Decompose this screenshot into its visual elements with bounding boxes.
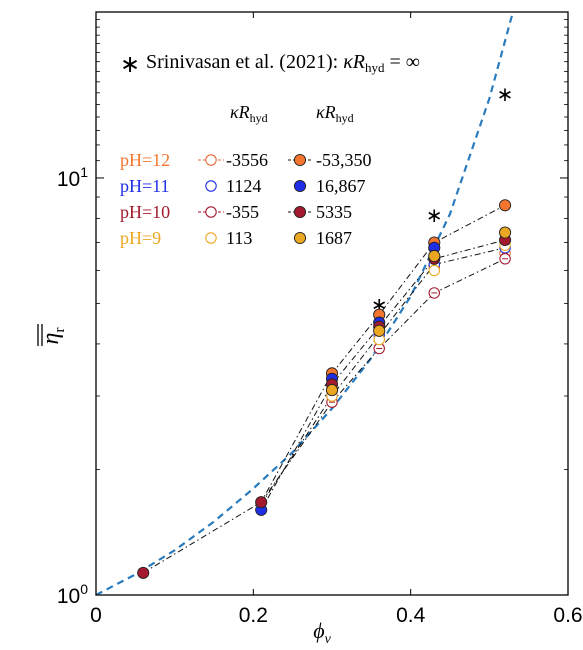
legend-filled-value: -53,350 — [316, 150, 372, 170]
legend-open-value: 1124 — [226, 176, 261, 196]
y-axis-label: ηr — [37, 324, 68, 346]
data-point — [499, 226, 512, 239]
legend-open-value: -3556 — [226, 150, 268, 170]
annotation-kappa: κ — [343, 51, 353, 73]
annotation-sub: hyd — [365, 60, 385, 75]
annotation-suffix: = ∞ — [385, 51, 421, 73]
data-point — [325, 384, 339, 397]
legend-filled-marker — [293, 153, 307, 167]
plot-frame — [95, 11, 569, 596]
legend-open-marker — [205, 180, 217, 192]
data-point — [428, 249, 441, 263]
x-tick-label: 0 — [90, 604, 102, 627]
y-tick-label: 100 — [57, 581, 88, 608]
data-point — [428, 264, 441, 277]
axis-ticks-layer: 0 0.2 0.4 0.6 100 101 — [57, 11, 583, 627]
annotation-marker: ∗ — [120, 51, 140, 78]
legend-open-marker — [205, 206, 217, 218]
y-tick-label: 101 — [57, 164, 88, 191]
data-point — [499, 199, 512, 212]
annotation-r: R — [352, 51, 365, 73]
legend-open-value: 113 — [226, 228, 252, 248]
legend-ph-label: pH=12 — [120, 150, 170, 170]
annotation-prefix: Srinivasan et al. (2021): — [146, 51, 343, 73]
legend-filled-marker — [293, 205, 307, 219]
x-tick-label: 0.2 — [239, 604, 268, 627]
legend-open-marker — [205, 154, 217, 166]
legend-ph-label: pH=11 — [120, 176, 169, 196]
reference-point: ∗ — [426, 203, 443, 227]
legend-filled-value: 1687 — [316, 228, 352, 248]
legend-filled-marker — [293, 179, 307, 193]
svg-text:ηr: ηr — [38, 328, 68, 345]
legend-open-marker — [205, 232, 217, 244]
legend-filled-value: 5335 — [316, 202, 352, 222]
data-point — [373, 324, 386, 337]
x-axis-label: ϕv — [313, 618, 331, 647]
legend-header-filled: κRhyd — [316, 102, 354, 125]
annotation-text: Srinivasan et al. (2021): κRhyd = ∞ — [146, 51, 420, 75]
data-point — [137, 566, 150, 579]
reference-point: ∗ — [497, 82, 514, 106]
x-tick-label: 0.6 — [553, 604, 582, 627]
data-point — [255, 496, 268, 509]
connector-line-1 — [142, 204, 506, 574]
legend-header-open: κRhyd — [230, 102, 268, 125]
legend: pH=12 -3556 -53,350 pH=11 1124 16,867 pH=10 -35… — [120, 150, 372, 248]
legend-ph-label: pH=10 — [120, 202, 170, 222]
x-tick-label: 0.4 — [396, 604, 426, 627]
legend-ph-label: pH=9 — [120, 228, 161, 248]
data-points-layer — [137, 199, 512, 579]
legend-filled-value: 16,867 — [316, 176, 366, 196]
legend-filled-marker — [293, 231, 307, 245]
legend-open-value: -355 — [226, 202, 259, 222]
